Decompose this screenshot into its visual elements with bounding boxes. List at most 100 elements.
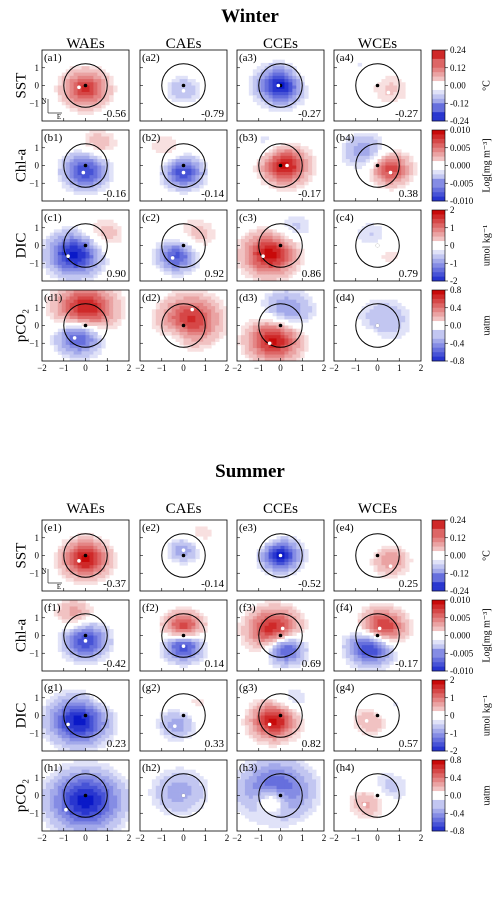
heatmap-cell — [405, 178, 410, 183]
heatmap-cell — [179, 545, 184, 550]
heatmap-cell — [183, 539, 188, 543]
heatmap-cell — [385, 165, 390, 170]
heatmap-cell — [159, 139, 165, 144]
heatmap-cell — [101, 306, 106, 310]
heatmap-cell — [264, 299, 270, 304]
heatmap-cell — [77, 616, 82, 620]
heatmap-cell — [252, 357, 258, 361]
heatmap-cell — [288, 274, 293, 279]
heatmap-cell — [77, 191, 82, 195]
heatmap-cell — [89, 66, 94, 70]
heatmap-cell — [280, 108, 285, 112]
heatmap-cell — [280, 325, 285, 330]
heatmap-cell — [97, 315, 102, 320]
heatmap-cells — [341, 603, 414, 671]
heatmap-cell — [73, 571, 78, 576]
heatmap-cell — [256, 171, 262, 176]
heatmap-cell — [288, 536, 293, 540]
heatmap-cell — [89, 565, 94, 569]
heatmap-cell — [179, 261, 184, 266]
heatmap-cell — [85, 302, 90, 307]
heatmap-cell — [260, 357, 266, 361]
heatmap-cell — [81, 242, 86, 246]
heatmap-cell — [159, 616, 165, 620]
heatmap-cell — [77, 290, 82, 294]
heatmap-cell — [377, 641, 382, 646]
heatmap-cell — [93, 555, 98, 560]
heatmap-cell — [385, 619, 390, 623]
heatmap-cell — [187, 315, 192, 320]
heatmap-cell — [183, 641, 188, 646]
heatmap-cell — [377, 571, 382, 576]
heatmap-cell — [365, 226, 370, 230]
heatmap-cell — [280, 95, 285, 99]
heatmap-cell — [69, 357, 75, 361]
heatmap-cell — [105, 226, 110, 230]
heatmap-cell — [292, 152, 297, 157]
heatmap-cell — [272, 571, 277, 576]
heatmap-cell — [167, 165, 173, 170]
heatmap-cell — [268, 539, 273, 543]
heatmap-cell — [179, 658, 184, 662]
heatmap-cell — [61, 600, 67, 604]
heatmap-cell — [268, 632, 273, 636]
heatmap-cell — [272, 341, 277, 346]
heatmap-cell — [284, 146, 289, 150]
heatmap-cell — [284, 261, 289, 266]
heatmap-cell — [353, 648, 359, 653]
heatmap-cell — [393, 629, 398, 633]
heatmap-cell — [389, 545, 394, 550]
heatmap-cell — [175, 625, 180, 630]
heatmap-cell — [65, 328, 71, 333]
heatmap-cell — [264, 239, 270, 243]
heatmap-cell — [264, 319, 270, 323]
heatmap-cell — [57, 552, 63, 556]
heatmap-cell — [65, 561, 71, 566]
heatmap-cell — [65, 299, 71, 304]
heatmap-cell — [288, 91, 293, 96]
heatmap-cell — [53, 335, 59, 339]
heatmap-cell — [397, 306, 402, 310]
heatmap-cell — [288, 296, 293, 301]
heatmap-cell — [89, 648, 94, 653]
heatmap-cell — [191, 625, 196, 630]
heatmap-cell — [385, 555, 390, 560]
heatmap-cell — [280, 181, 285, 186]
heatmap-cell — [284, 293, 289, 297]
heatmap-cell — [268, 299, 273, 304]
heatmap-cell — [163, 178, 169, 183]
heatmap-cell — [237, 248, 242, 253]
heatmap-cell — [252, 351, 258, 355]
heatmap-cell — [288, 351, 293, 355]
heatmap-cell — [260, 606, 266, 611]
heatmap-cell — [183, 159, 188, 163]
heatmap-cell — [280, 606, 285, 611]
heatmap-cell — [73, 245, 78, 250]
heatmap-cell — [163, 239, 169, 243]
heatmap-cell — [81, 606, 86, 611]
heatmap-cell — [276, 290, 281, 294]
heatmap-cell — [244, 616, 250, 620]
heatmap-cell — [389, 168, 394, 173]
heatmap-cell — [77, 111, 82, 115]
heatmap-cell — [292, 619, 297, 623]
heatmap-cell — [69, 731, 75, 736]
heatmap-cell — [49, 712, 55, 716]
heatmap-cell — [389, 79, 394, 83]
heatmap-cell — [292, 171, 297, 176]
heatmap-cell — [393, 549, 398, 553]
heatmap-cell — [377, 85, 382, 90]
heatmap-cell — [292, 641, 297, 646]
heatmap-cell — [288, 264, 293, 269]
heatmap-cell — [117, 232, 122, 237]
heatmap-cell — [57, 738, 63, 742]
heatmap-cell — [187, 331, 192, 336]
heatmap-cell — [361, 622, 367, 627]
heatmap-cell — [280, 85, 285, 90]
heatmap-cell — [377, 552, 382, 556]
eddy-center-dot — [181, 83, 186, 88]
heatmap-cell — [73, 188, 78, 192]
colorbar-segment — [432, 533, 445, 539]
heatmap-cell — [101, 181, 106, 186]
heatmap-cell — [81, 152, 86, 157]
